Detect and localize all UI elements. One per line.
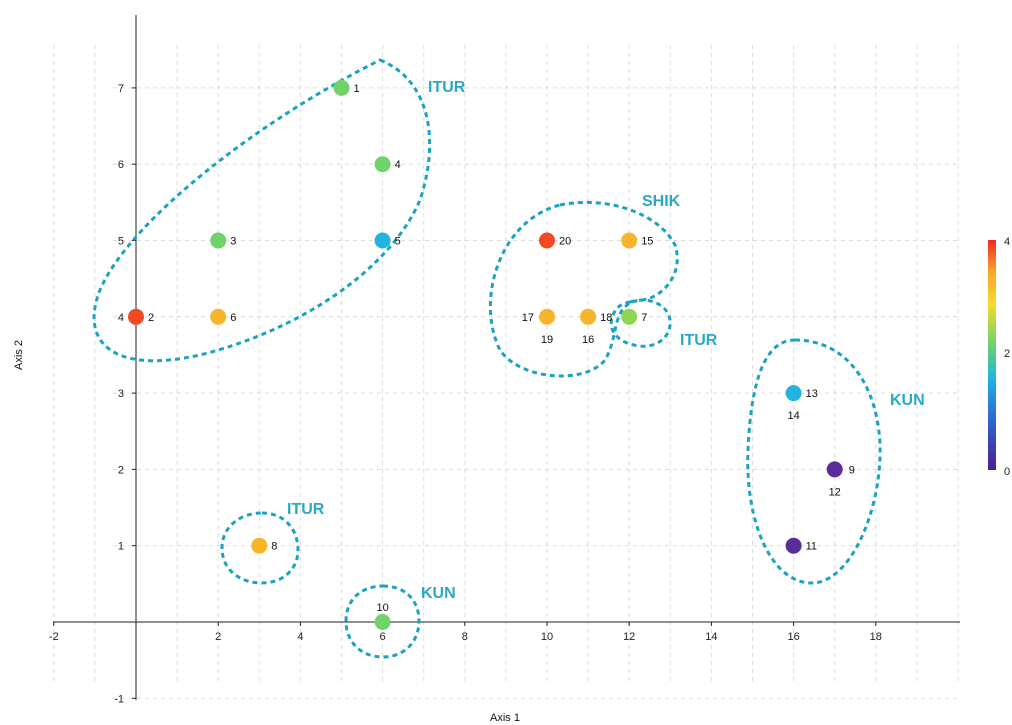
group-label-itur-2: ITUR [680,332,718,349]
grid-lines [53,45,960,699]
group-hull-itur-small [609,298,672,348]
group-label-kun-2: KUN [421,585,456,602]
point-label-9: 9 [849,464,855,476]
data-point-5 [374,232,391,249]
point-label-5: 5 [395,236,401,248]
x-tick-label: 6 [380,631,386,643]
group-label-itur-3: ITUR [287,501,325,518]
y-tick-label: 3 [118,388,124,400]
point-label-15: 15 [641,236,653,248]
point-label-1: 1 [354,83,360,95]
point-label-6: 6 [230,312,236,324]
point-label-18: 18 [600,312,612,324]
y-tick-label: 5 [118,236,124,248]
group-label-kun-1: KUN [890,392,925,409]
group-label-itur-1: ITUR [428,79,466,96]
x-tick-label: 16 [787,631,799,643]
data-point-16 [580,308,597,325]
colorbar-label-min: 0 [1004,466,1010,478]
y-tick-label: 1 [118,541,124,553]
data-points [128,79,843,630]
colorbar: 4 2 0 [988,236,1010,478]
point-label-14: 14 [787,410,799,422]
y-tick-label: 4 [118,312,124,324]
x-tick-label: 12 [623,631,635,643]
data-point-20 [539,232,555,249]
data-point-15 [621,232,638,249]
data-point-2 [128,308,144,325]
colorbar-gradient [988,240,996,470]
y-tick-label: 6 [118,159,124,171]
x-tick-label: -2 [49,631,59,643]
y-tick-label: -1 [114,693,124,705]
y-tick-label: 2 [118,464,124,476]
data-point-9 [826,461,843,478]
group-hull-shik [488,200,679,378]
data-point-1 [333,79,350,96]
data-point-7 [621,308,638,325]
data-point-6 [210,308,227,325]
data-point-3 [210,232,227,249]
point-label-20: 20 [559,236,571,248]
group-hull-kun-bottom [344,584,421,659]
x-tick-label: 10 [541,631,553,643]
data-point-8 [251,537,268,554]
x-tick-label: 14 [705,631,717,643]
y-tick-label: 7 [118,83,124,95]
point-label-16: 16 [582,334,594,346]
point-label-10: 10 [376,602,388,614]
point-label-13: 13 [806,388,818,400]
data-point-10 [374,614,391,630]
point-label-7: 7 [641,312,647,324]
y-axis-title: Axis 2 [13,340,25,370]
data-point-4 [374,156,391,173]
x-tick-label: 4 [297,631,303,643]
x-tick-label: 18 [870,631,882,643]
group-hull-kun-right [746,338,882,585]
point-label-17: 17 [522,312,534,324]
group-hull-itur-top-left [92,58,432,363]
x-axis-title: Axis 1 [490,712,520,724]
point-label-11: 11 [806,541,817,553]
point-label-12: 12 [829,486,841,498]
colorbar-label-mid: 2 [1004,348,1010,360]
point-label-19: 19 [541,334,553,346]
colorbar-label-max: 4 [1004,236,1010,248]
point-label-4: 4 [395,159,401,171]
group-hull-itur-bottom [220,511,300,585]
group-hulls [92,58,882,659]
group-labels: ITUR SHIK ITUR KUN ITUR KUN [287,79,925,602]
x-tick-label: 2 [215,631,221,643]
point-label-8: 8 [271,541,277,553]
point-label-3: 3 [230,236,236,248]
data-point-17 [539,308,555,325]
data-point-11 [785,537,802,554]
x-tick-label: 8 [462,631,468,643]
data-point-13 [785,385,802,402]
point-label-2: 2 [148,312,154,324]
group-label-shik: SHIK [642,193,681,210]
